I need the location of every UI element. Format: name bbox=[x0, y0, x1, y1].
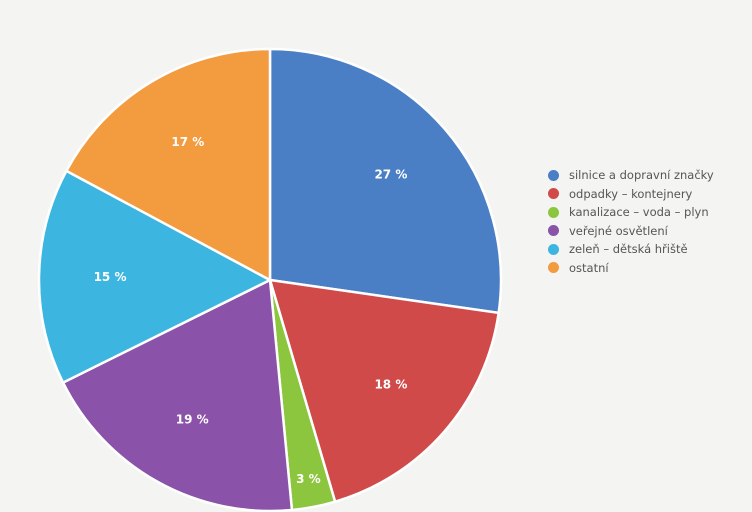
legend-swatch bbox=[548, 188, 559, 199]
legend-swatch bbox=[548, 225, 559, 236]
legend-swatch bbox=[548, 207, 559, 218]
data-label-4: 19 % bbox=[176, 412, 209, 426]
data-label-2: 18 % bbox=[374, 377, 407, 391]
data-label-5: 15 % bbox=[94, 270, 127, 284]
legend-label: odpadky – kontejnery bbox=[569, 187, 692, 201]
legend-item: ostatní bbox=[548, 259, 714, 278]
chart-legend: silnice a dopravní značky odpadky – konte… bbox=[548, 166, 714, 277]
legend-swatch bbox=[548, 262, 559, 273]
legend-item: silnice a dopravní značky bbox=[548, 166, 714, 185]
data-label-3: 3 % bbox=[296, 472, 321, 486]
legend-swatch bbox=[548, 244, 559, 255]
legend-label: ostatní bbox=[569, 261, 609, 275]
legend-item: veřejné osvětlení bbox=[548, 222, 714, 241]
legend-swatch bbox=[548, 170, 559, 181]
legend-item: zeleň – dětská hřiště bbox=[548, 240, 714, 259]
data-label-1: 27 % bbox=[374, 168, 407, 182]
legend-label: zeleň – dětská hřiště bbox=[569, 242, 688, 256]
legend-label: kanalizace – voda – plyn bbox=[569, 205, 709, 219]
legend-label: silnice a dopravní značky bbox=[569, 168, 714, 182]
legend-item: odpadky – kontejnery bbox=[548, 185, 714, 204]
legend-item: kanalizace – voda – plyn bbox=[548, 203, 714, 222]
data-label-6: 17 % bbox=[171, 135, 204, 149]
legend-label: veřejné osvětlení bbox=[569, 224, 668, 238]
